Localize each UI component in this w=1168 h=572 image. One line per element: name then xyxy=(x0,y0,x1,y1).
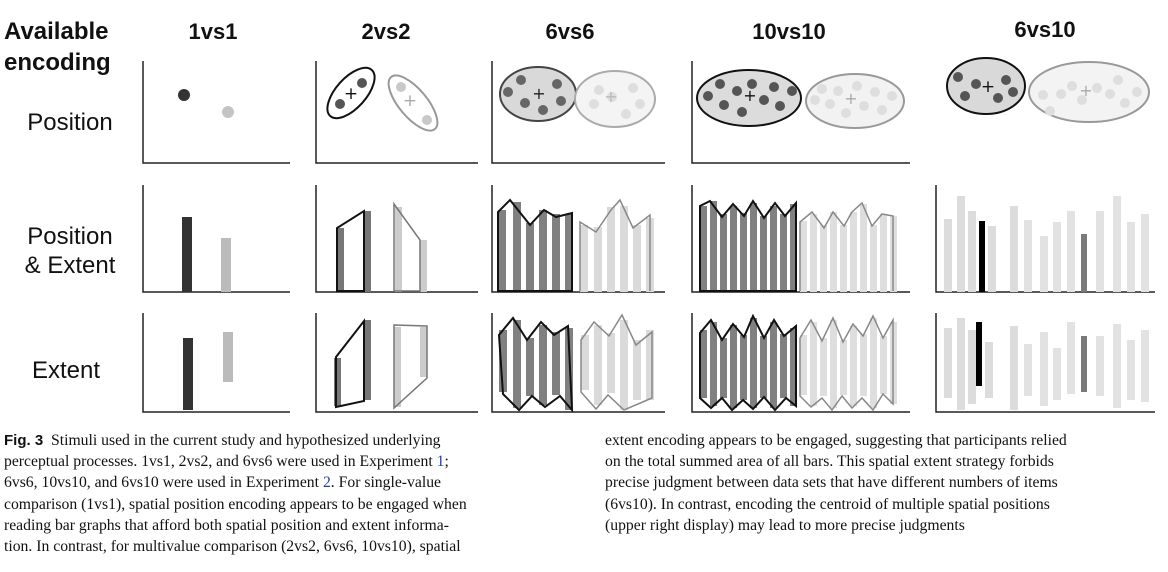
bar-light xyxy=(221,238,231,292)
svg-text:+: + xyxy=(532,84,545,103)
caption-line: Stimuli used in the current study and hy… xyxy=(51,432,441,449)
svg-text:+: + xyxy=(344,84,358,104)
bar-highlight-gray xyxy=(1081,336,1087,392)
caption-line: on the total summed area of all bars. Th… xyxy=(605,453,1054,471)
axis-position-2vs2 xyxy=(315,61,478,164)
bar-dark xyxy=(182,217,192,292)
svg-text:+: + xyxy=(403,91,417,111)
caption-line: 6vs6, 10vs10, and 6vs10 were used in Exp… xyxy=(4,474,320,492)
pos-extent-row-6vs6 xyxy=(497,198,654,292)
caption-line: tion. In contrast, for multivalue compar… xyxy=(4,538,461,556)
position-row-10vs10: + + xyxy=(696,69,905,129)
axis-extent-2vs2 xyxy=(315,313,478,413)
row-label-position-extent-line1: Position xyxy=(27,223,112,250)
stimuli-figure: Available encoding 1vs1 2vs2 6vs6 10vs10… xyxy=(4,17,1155,413)
available-encoding-label-line2: encoding xyxy=(4,49,111,76)
column-title-6vs6: 6vs6 xyxy=(546,19,595,44)
extent-row-1vs1 xyxy=(183,332,233,410)
axis-position-1vs1 xyxy=(142,61,290,164)
position-row-6vs6: + + xyxy=(499,66,656,128)
axis-extent-6vs10 xyxy=(935,313,1155,413)
axis-position-6vs6 xyxy=(491,61,665,164)
caption-line: extent encoding appears to be engaged, s… xyxy=(605,432,1067,449)
experiment-2-link[interactable]: 2 xyxy=(322,474,331,492)
column-title-10vs10: 10vs10 xyxy=(752,19,825,44)
caption-line: comparison (1vs1), spatial position enco… xyxy=(4,495,467,513)
caption-column-right: extent encoding appears to be engaged, s… xyxy=(605,430,1163,536)
extent-row-6vs6 xyxy=(497,313,654,413)
dot-light xyxy=(222,106,234,118)
bar-highlight-black xyxy=(979,221,985,292)
axis-extent-6vs6 xyxy=(491,313,665,413)
svg-text:+: + xyxy=(743,86,756,105)
svg-text:+: + xyxy=(844,89,857,108)
figure-label: Fig. 3 xyxy=(4,432,44,449)
svg-text:+: + xyxy=(1079,81,1092,100)
row-label-extent: Extent xyxy=(32,357,100,384)
experiment-1-link[interactable]: 1 xyxy=(436,453,445,471)
axis-pos-extent-1vs1 xyxy=(142,185,290,293)
caption-column-left: Fig. 3 Stimuli used in the current study… xyxy=(4,430,564,557)
axis-extent-1vs1 xyxy=(142,313,290,413)
bar-dark xyxy=(183,338,193,410)
extent-row-2vs2 xyxy=(334,318,428,410)
column-title-2vs2: 2vs2 xyxy=(362,19,411,44)
axis-position-10vs10 xyxy=(691,61,910,164)
extent-row-10vs10 xyxy=(699,313,897,412)
caption-punct: ; xyxy=(444,453,449,471)
extent-row-6vs10 xyxy=(944,318,1149,410)
pos-extent-row-2vs2 xyxy=(336,201,427,292)
column-title-6vs10: 6vs10 xyxy=(1014,17,1075,42)
caption-line: precise judgment between data sets that … xyxy=(605,474,1058,492)
bar-highlight-black xyxy=(976,322,982,386)
caption-line-end: . For single-value xyxy=(330,474,442,492)
bar-light xyxy=(223,332,233,382)
caption-line: perceptual processes. 1vs1, 2vs2, and 6v… xyxy=(4,453,433,471)
caption-line: reading bar graphs that afford both spat… xyxy=(4,516,449,534)
position-row-6vs10: + + xyxy=(946,57,1150,123)
pos-extent-row-6vs10 xyxy=(944,196,1149,292)
axis-extent-10vs10 xyxy=(691,313,910,413)
caption-line: (upper right display) may lead to more p… xyxy=(605,516,965,534)
position-row-2vs2: + + xyxy=(326,66,439,132)
pos-extent-row-1vs1 xyxy=(182,217,231,292)
axis-pos-extent-10vs10 xyxy=(691,185,910,293)
row-label-position: Position xyxy=(27,109,112,136)
svg-text:+: + xyxy=(981,77,995,97)
dot-dark xyxy=(178,89,190,101)
column-title-1vs1: 1vs1 xyxy=(189,19,238,44)
position-row-1vs1 xyxy=(178,89,234,118)
panel-axes xyxy=(142,61,1155,413)
available-encoding-label-line1: Available xyxy=(4,18,109,45)
caption-line: (6vs10). In contrast, encoding the centr… xyxy=(605,495,1050,513)
bar-highlight-gray xyxy=(1081,234,1087,292)
pos-extent-row-10vs10 xyxy=(699,199,897,292)
row-label-position-extent-line2: & Extent xyxy=(25,252,116,279)
svg-text:+: + xyxy=(604,87,617,106)
